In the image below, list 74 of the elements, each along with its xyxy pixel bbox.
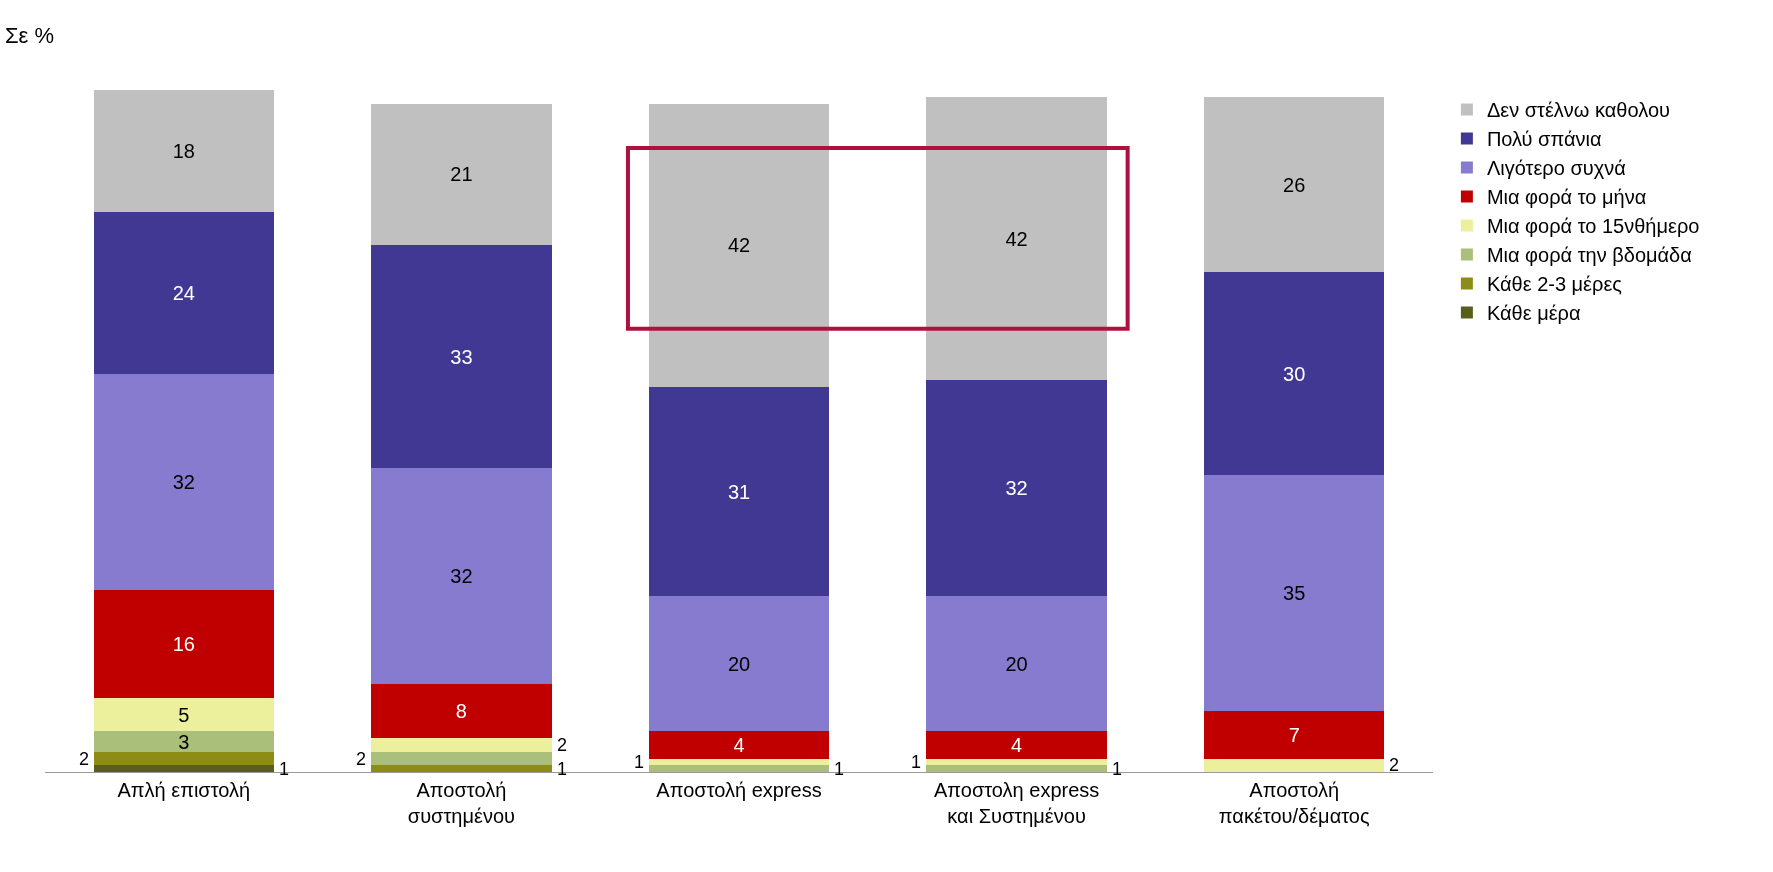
- bar: [371, 765, 552, 772]
- data-label: 3: [178, 730, 190, 753]
- legend-label: Πολύ σπάνια: [1486, 128, 1602, 151]
- legend-label: Κάθε 2-3 μέρες: [1486, 273, 1623, 296]
- legend-label: Μια φορά το μήνα: [1486, 186, 1647, 209]
- x-tick-label: Αποστολή πακέτου/δέματος: [1218, 779, 1370, 827]
- data-label: 33: [450, 345, 473, 368]
- data-label: 26: [1283, 173, 1306, 196]
- bar: [371, 103, 552, 246]
- data-label: 1: [1112, 759, 1123, 779]
- data-label: 8: [455, 700, 467, 723]
- data-label: 16: [172, 632, 195, 655]
- data-label: 5: [178, 703, 190, 726]
- bar: [93, 211, 275, 374]
- data-label: 1: [834, 759, 845, 779]
- bar: [93, 697, 275, 732]
- data-label: 32: [1005, 477, 1028, 500]
- x-tick-label: Απλή επιστολή: [117, 779, 251, 801]
- data-label: 2: [557, 735, 568, 755]
- data-label: 24: [172, 281, 195, 304]
- bar: [926, 380, 1107, 597]
- data-label: 32: [172, 470, 195, 493]
- legend-label: Μια φορά το 15νθήμερο: [1486, 215, 1700, 238]
- data-label: 2: [356, 749, 367, 769]
- bar: [648, 765, 830, 772]
- data-label: 21: [450, 163, 473, 186]
- bar: [93, 765, 275, 772]
- data-label: 31: [727, 480, 751, 503]
- bar: [371, 468, 552, 685]
- data-label: 4: [1011, 733, 1023, 756]
- data-label: 32: [450, 565, 473, 588]
- bar: [93, 90, 275, 212]
- bar: [371, 738, 552, 752]
- data-label: 18: [172, 139, 195, 162]
- data-label: 20: [1005, 652, 1028, 675]
- bar: [1203, 272, 1385, 475]
- data-label: 35: [1283, 582, 1306, 605]
- bar: [93, 589, 275, 698]
- x-tick-label: Αποστολή συστημένου: [407, 779, 515, 827]
- bar: [93, 751, 275, 766]
- data-label: 20: [727, 652, 751, 675]
- bar: [371, 751, 552, 766]
- data-label: 2: [79, 749, 90, 769]
- x-tick-label: Αποστολη express και Συστημένου: [933, 779, 1100, 827]
- bar: [1203, 96, 1385, 273]
- legend-label: Δεν στέλνω καθολου: [1486, 99, 1670, 122]
- y-axis-title: Σε %: [5, 23, 55, 48]
- bar: [93, 373, 275, 590]
- bar: [926, 765, 1107, 772]
- data-label: 42: [727, 234, 751, 257]
- data-label: 1: [557, 759, 568, 779]
- data-label: 2: [1389, 755, 1400, 775]
- bar: [371, 684, 552, 739]
- bar: [648, 387, 830, 597]
- data-label: 42: [1005, 227, 1028, 250]
- bar: [926, 731, 1107, 759]
- bar: [371, 245, 552, 469]
- data-label: 30: [1283, 362, 1306, 385]
- legend-label: Κάθε μέρα: [1486, 302, 1581, 325]
- bar: [93, 731, 275, 752]
- bar: [1203, 474, 1385, 712]
- bar: [1203, 711, 1385, 759]
- data-label: 1: [634, 752, 645, 772]
- legend-label: Μια φορά την βδομάδα: [1486, 244, 1692, 267]
- bar: [648, 596, 830, 732]
- bar: [1203, 758, 1385, 772]
- data-label: 7: [1288, 723, 1300, 746]
- bar: [648, 731, 830, 759]
- x-tick-label: Αποστολή express: [656, 779, 822, 801]
- data-label: 1: [911, 752, 922, 772]
- bar: [926, 596, 1107, 732]
- data-label: 1: [279, 759, 290, 779]
- legend-label: Λιγότερο συχνά: [1486, 157, 1626, 180]
- data-label: 4: [733, 733, 745, 756]
